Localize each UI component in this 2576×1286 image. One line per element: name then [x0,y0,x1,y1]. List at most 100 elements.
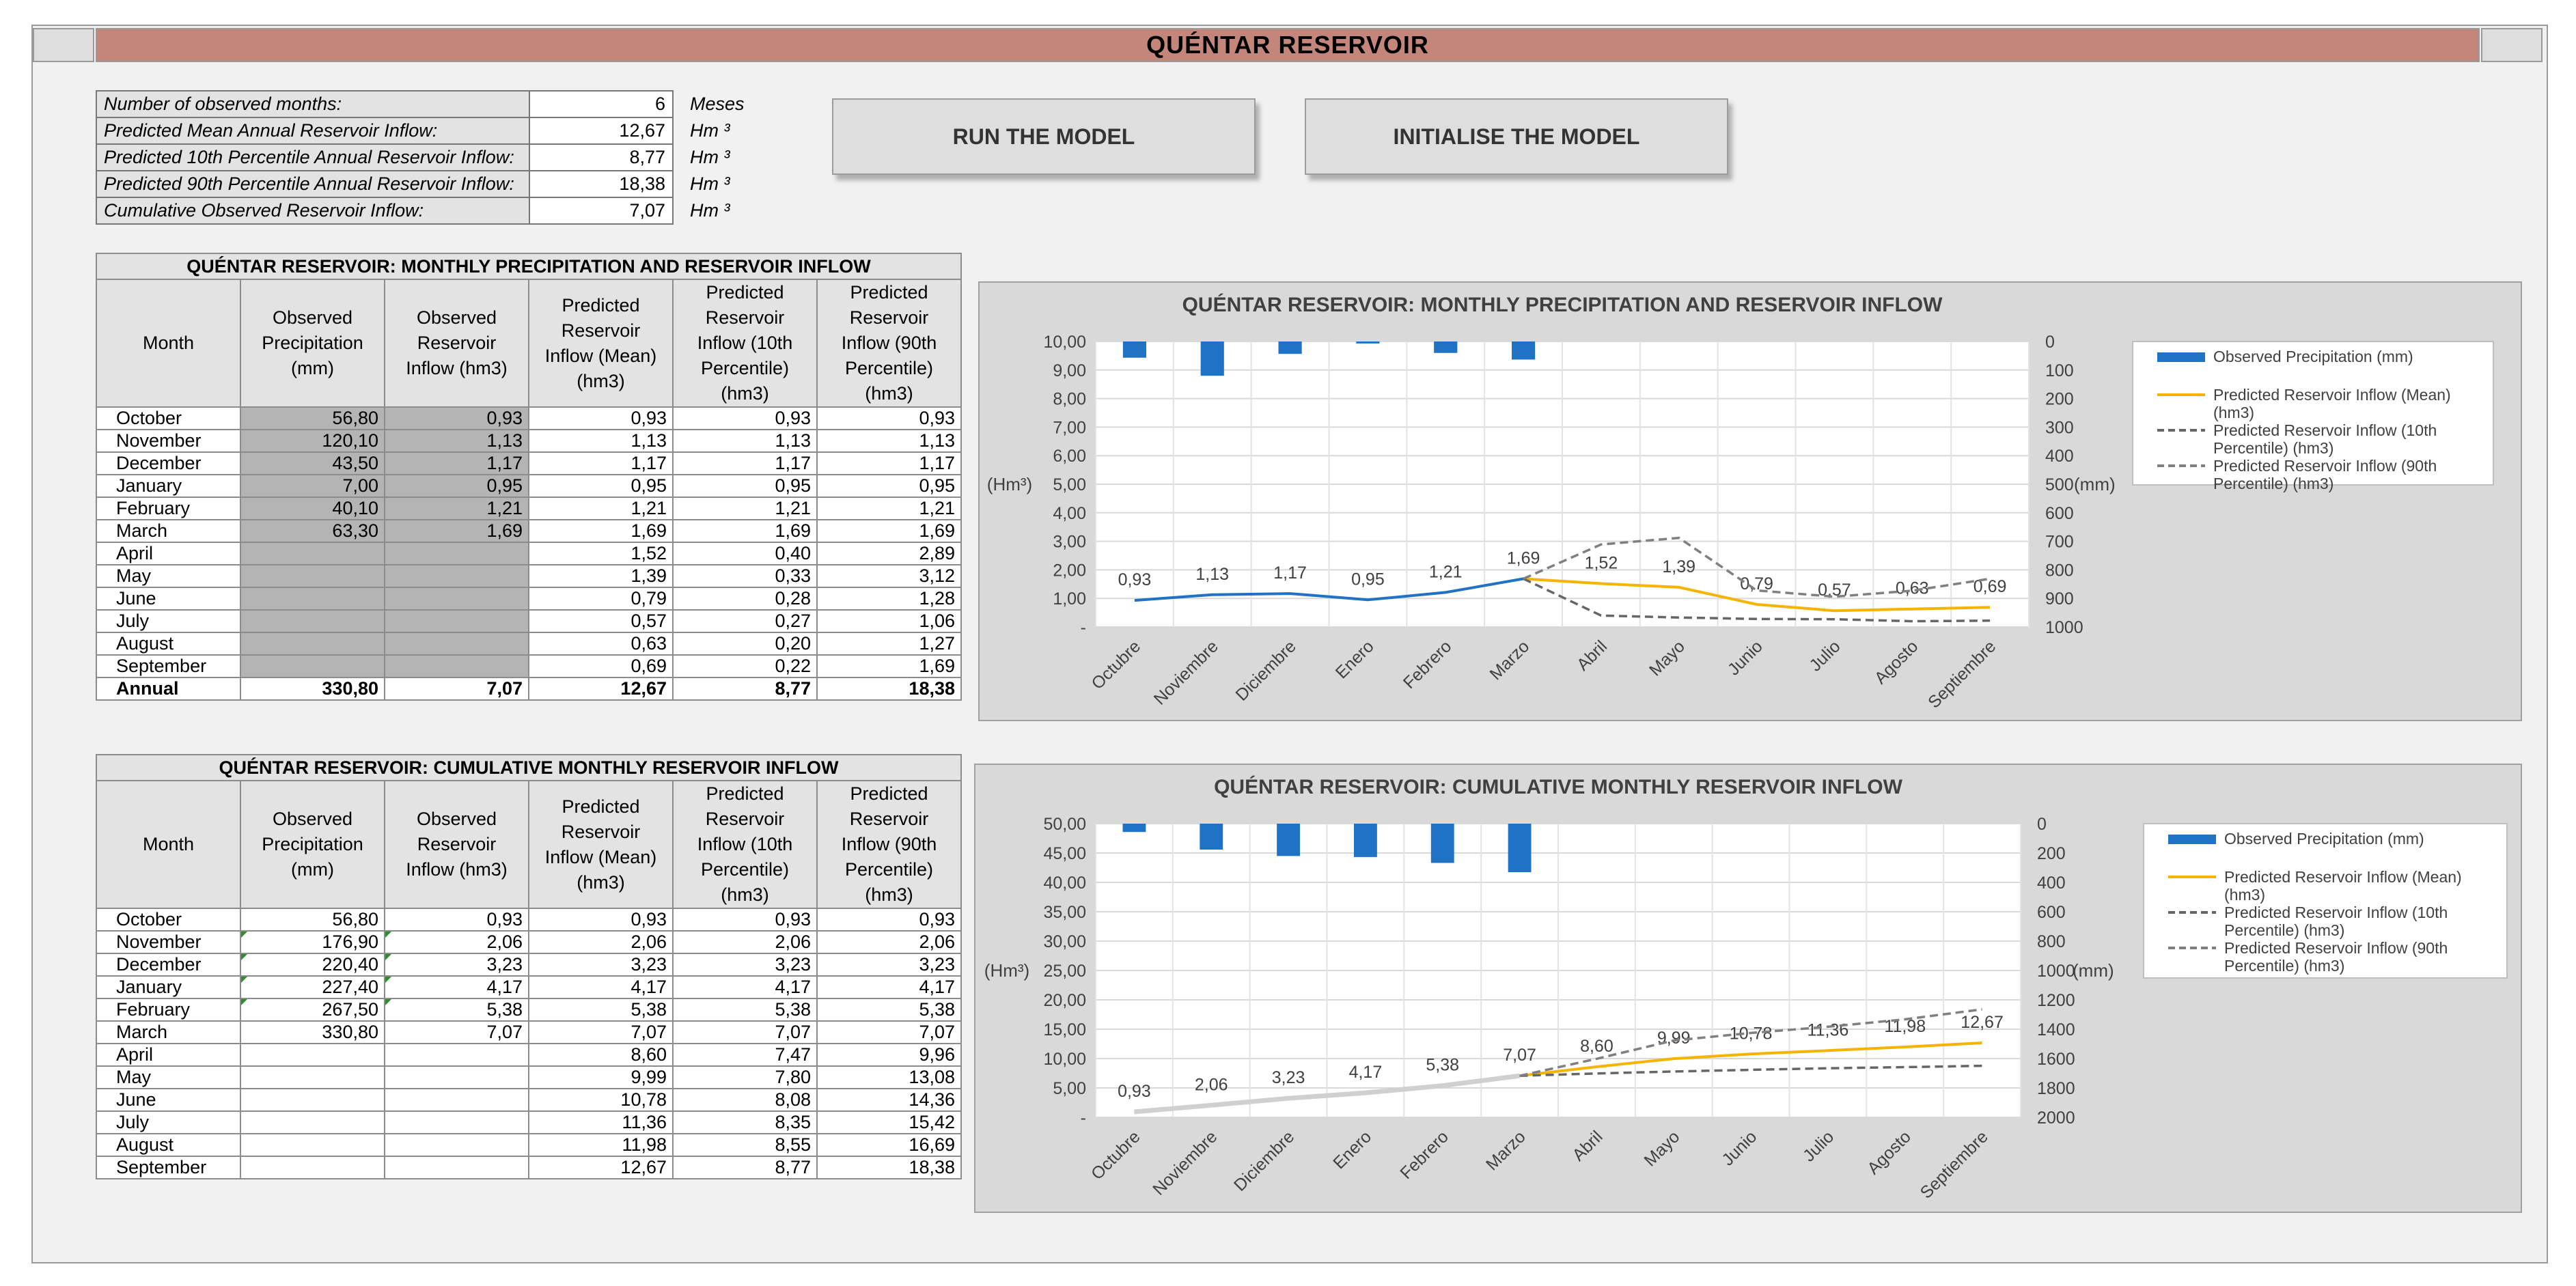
value-cell[interactable]: 2,06 [816,930,962,954]
value-cell[interactable]: 56,80 [240,406,385,430]
value-cell[interactable]: 3,12 [816,564,962,588]
total-cell[interactable]: 12,67 [528,677,674,701]
value-cell[interactable]: 1,17 [816,451,962,475]
value-cell[interactable]: 1,39 [528,564,674,588]
month-cell[interactable]: December [96,451,241,475]
value-cell[interactable]: 1,17 [528,451,674,475]
value-cell[interactable]: 1,17 [384,451,529,475]
run-model-button[interactable]: RUN THE MODEL [832,98,1256,175]
value-cell[interactable]: 0,95 [384,474,529,498]
value-cell[interactable] [384,1088,529,1112]
value-cell[interactable]: 3,23 [672,953,818,977]
summary-value[interactable]: 6 [529,90,674,118]
month-cell[interactable]: August [96,632,241,656]
value-cell[interactable]: 1,69 [384,519,529,543]
value-cell[interactable]: 16,69 [816,1133,962,1157]
month-cell[interactable]: January [96,975,241,999]
value-cell[interactable]: 0,28 [672,587,818,611]
value-cell[interactable]: 1,28 [816,587,962,611]
value-cell[interactable] [240,1088,385,1112]
summary-value[interactable]: 12,67 [529,117,674,145]
value-cell[interactable]: 7,07 [528,1020,674,1044]
value-cell[interactable] [240,564,385,588]
value-cell[interactable]: 11,98 [528,1133,674,1157]
value-cell[interactable]: 56,80 [240,908,385,932]
value-cell[interactable]: 2,89 [816,542,962,565]
value-cell[interactable] [240,1043,385,1067]
month-cell[interactable]: July [96,1110,241,1134]
value-cell[interactable]: 1,21 [528,497,674,520]
value-cell[interactable]: 1,69 [816,519,962,543]
month-cell[interactable]: June [96,1088,241,1112]
value-cell[interactable]: 2,06 [528,930,674,954]
value-cell[interactable] [240,1110,385,1134]
value-cell[interactable]: 267,50 [240,998,385,1022]
value-cell[interactable] [384,1043,529,1067]
value-cell[interactable]: 18,38 [816,1156,962,1179]
value-cell[interactable] [240,609,385,633]
total-cell[interactable]: 7,07 [384,677,529,701]
month-cell[interactable]: January [96,474,241,498]
value-cell[interactable] [240,587,385,611]
value-cell[interactable]: 7,07 [672,1020,818,1044]
value-cell[interactable]: 0,93 [672,908,818,932]
month-cell[interactable]: April [96,542,241,565]
value-cell[interactable] [240,1065,385,1089]
month-cell[interactable]: October [96,406,241,430]
value-cell[interactable]: 12,67 [528,1156,674,1179]
total-cell[interactable]: 18,38 [816,677,962,701]
month-cell[interactable]: May [96,564,241,588]
month-cell[interactable]: November [96,429,241,453]
value-cell[interactable]: 1,13 [672,429,818,453]
value-cell[interactable]: 0,93 [816,406,962,430]
month-cell[interactable]: March [96,1020,241,1044]
value-cell[interactable]: 3,23 [816,953,962,977]
value-cell[interactable]: 120,10 [240,429,385,453]
total-cell[interactable]: 330,80 [240,677,385,701]
value-cell[interactable]: 0,63 [528,632,674,656]
value-cell[interactable]: 1,27 [816,632,962,656]
value-cell[interactable]: 0,57 [528,609,674,633]
month-cell[interactable]: May [96,1065,241,1089]
value-cell[interactable]: 8,08 [672,1088,818,1112]
value-cell[interactable]: 0,95 [528,474,674,498]
value-cell[interactable]: 1,13 [816,429,962,453]
value-cell[interactable]: 8,77 [672,1156,818,1179]
month-cell[interactable]: February [96,998,241,1022]
total-cell[interactable]: 8,77 [672,677,818,701]
value-cell[interactable] [240,1133,385,1157]
value-cell[interactable]: 14,36 [816,1088,962,1112]
value-cell[interactable]: 15,42 [816,1110,962,1134]
value-cell[interactable]: 7,47 [672,1043,818,1067]
value-cell[interactable] [384,564,529,588]
value-cell[interactable] [240,1156,385,1179]
value-cell[interactable]: 176,90 [240,930,385,954]
value-cell[interactable]: 227,40 [240,975,385,999]
value-cell[interactable]: 5,38 [384,998,529,1022]
value-cell[interactable]: 0,27 [672,609,818,633]
value-cell[interactable]: 1,21 [816,497,962,520]
month-cell[interactable]: November [96,930,241,954]
value-cell[interactable]: 1,13 [528,429,674,453]
value-cell[interactable]: 0,93 [816,908,962,932]
value-cell[interactable]: 4,17 [528,975,674,999]
summary-value[interactable]: 18,38 [529,170,674,198]
value-cell[interactable]: 0,79 [528,587,674,611]
value-cell[interactable]: 0,40 [672,542,818,565]
value-cell[interactable]: 13,08 [816,1065,962,1089]
value-cell[interactable] [384,1110,529,1134]
value-cell[interactable] [384,654,529,678]
value-cell[interactable]: 1,06 [816,609,962,633]
value-cell[interactable] [240,654,385,678]
value-cell[interactable] [384,609,529,633]
value-cell[interactable]: 0,93 [384,908,529,932]
value-cell[interactable]: 330,80 [240,1020,385,1044]
value-cell[interactable]: 8,55 [672,1133,818,1157]
initialise-model-button[interactable]: INITIALISE THE MODEL [1305,98,1728,175]
value-cell[interactable]: 4,17 [672,975,818,999]
value-cell[interactable]: 43,50 [240,451,385,475]
value-cell[interactable]: 4,17 [816,975,962,999]
value-cell[interactable]: 1,69 [816,654,962,678]
month-cell[interactable]: December [96,953,241,977]
value-cell[interactable]: 1,52 [528,542,674,565]
